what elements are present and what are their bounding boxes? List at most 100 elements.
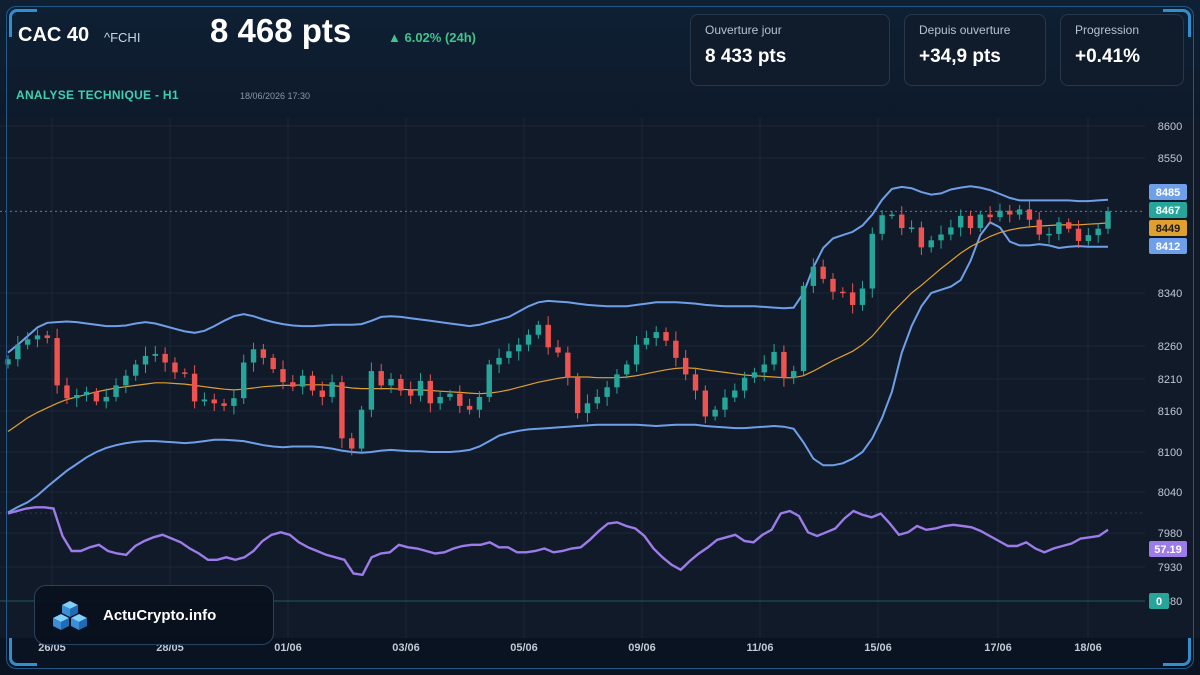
- candle-body: [584, 403, 591, 414]
- candle-body: [447, 393, 453, 397]
- candle-body: [64, 385, 70, 399]
- y-tick-label: 8160: [1158, 406, 1182, 418]
- chart-grid: [0, 118, 1145, 638]
- candle-body: [1066, 222, 1072, 229]
- candle-body: [722, 397, 728, 410]
- candle-body: [172, 362, 178, 373]
- candle-body: [751, 372, 758, 378]
- candle-body: [113, 385, 119, 397]
- ticker-symbol: ^FCHI: [104, 30, 141, 45]
- price-tag-label: 8449: [1156, 223, 1180, 235]
- candle-body: [339, 382, 345, 439]
- candle-body: [594, 396, 600, 404]
- stat-card-since-open: Depuis ouverture +34,9 pts: [904, 14, 1046, 86]
- current-price: 8 468 pts: [210, 12, 352, 49]
- x-tick-label: 03/06: [392, 642, 420, 654]
- candle-body: [152, 353, 159, 356]
- stat-card-open: Ouverture jour 8 433 pts: [690, 14, 890, 86]
- candle-body: [103, 396, 109, 402]
- candle-body: [191, 373, 198, 402]
- candle-body: [938, 234, 944, 241]
- rsi-zero-tag-bg: [1149, 593, 1169, 609]
- candle-body: [34, 335, 41, 340]
- candle-body: [250, 349, 257, 363]
- candle-body: [781, 351, 787, 378]
- candle-body: [574, 377, 581, 414]
- candle-body: [358, 409, 365, 449]
- candle-body: [987, 214, 993, 218]
- candle-body: [741, 377, 748, 391]
- candle-body: [771, 351, 777, 365]
- sma-line: [7, 222, 1109, 432]
- y-tick-label: 7980: [1158, 528, 1182, 540]
- price-change: ▲ 6.02% (24h): [388, 30, 477, 45]
- candle-body: [997, 210, 1003, 218]
- y-tick-label: 7930: [1158, 562, 1182, 574]
- x-axis: 26/05 28/05 01/06 03/06 05/06 09/06 11/06 15/06…: [38, 642, 1102, 654]
- candle-body: [319, 390, 325, 397]
- y-tick-label: 8210: [1158, 374, 1182, 386]
- stat-label-progress: Progression: [1075, 23, 1140, 37]
- candle-body: [761, 364, 767, 373]
- candle-body: [506, 351, 512, 358]
- price-tag-label: 8467: [1156, 205, 1180, 217]
- candle-body: [309, 375, 316, 391]
- candle-body: [712, 409, 718, 417]
- candle-body: [928, 240, 934, 248]
- bollinger-upper-line: [7, 185, 1109, 354]
- x-tick-label: 05/06: [510, 642, 538, 654]
- y-tick-label: 8100: [1158, 447, 1182, 459]
- candle-body: [280, 369, 286, 383]
- candle-body: [15, 344, 21, 360]
- candle-body: [1085, 235, 1092, 241]
- bollinger-bands: [0, 185, 1145, 514]
- candle-body: [290, 382, 296, 387]
- x-tick-label: 17/06: [984, 642, 1012, 654]
- candle-body: [241, 362, 247, 399]
- candle-body: [869, 233, 875, 289]
- y-tick-label: 8260: [1158, 341, 1182, 353]
- candle-body: [211, 399, 217, 404]
- candle-body: [859, 288, 866, 305]
- candle-body: [270, 357, 276, 370]
- candle-body: [849, 292, 856, 305]
- logo-text: ActuCrypto.info: [103, 607, 217, 624]
- candle-body: [388, 379, 394, 386]
- candle-body: [260, 349, 267, 358]
- stat-value-open: 8 433 pts: [705, 46, 787, 67]
- candle-body: [329, 382, 335, 397]
- candle-body: [368, 371, 375, 410]
- candle-body: [516, 344, 522, 352]
- candle-body: [201, 399, 208, 402]
- x-tick-label: 01/06: [274, 642, 302, 654]
- logo-badge[interactable]: ActuCrypto.info: [34, 585, 274, 645]
- analysis-title: ANALYSE TECHNIQUE - H1: [16, 88, 179, 102]
- stat-card-progress: Progression +0.41%: [1060, 14, 1184, 86]
- candle-body: [24, 339, 31, 345]
- rsi-line: [7, 506, 1109, 577]
- candle-body: [1016, 209, 1023, 215]
- x-tick-label: 15/06: [864, 642, 892, 654]
- candle-body: [663, 332, 669, 341]
- candle-body: [908, 227, 915, 229]
- candle-body: [457, 393, 463, 406]
- price-tag-bg: [1149, 238, 1187, 254]
- candle-body: [466, 405, 473, 410]
- timestamp: 18/06/2026 17:30: [240, 91, 311, 101]
- candle-body: [820, 266, 826, 279]
- candle-body: [221, 403, 227, 406]
- candle-body: [93, 391, 100, 402]
- x-tick-label: 09/06: [628, 642, 656, 654]
- header-bar: CAC 40 ^FCHI 8 468 pts ▲ 6.02% (24h) ANA…: [0, 0, 1200, 118]
- candle-body: [840, 291, 846, 294]
- candle-body: [653, 332, 659, 339]
- candle-body: [889, 214, 895, 217]
- candle-body: [1075, 228, 1082, 241]
- candle-body: [800, 285, 807, 372]
- candle-body: [83, 391, 90, 395]
- candle-body: [810, 266, 817, 286]
- candle-body: [545, 324, 551, 348]
- candle-body: [1056, 222, 1062, 234]
- candle-body: [142, 355, 149, 365]
- candle-body: [604, 387, 610, 397]
